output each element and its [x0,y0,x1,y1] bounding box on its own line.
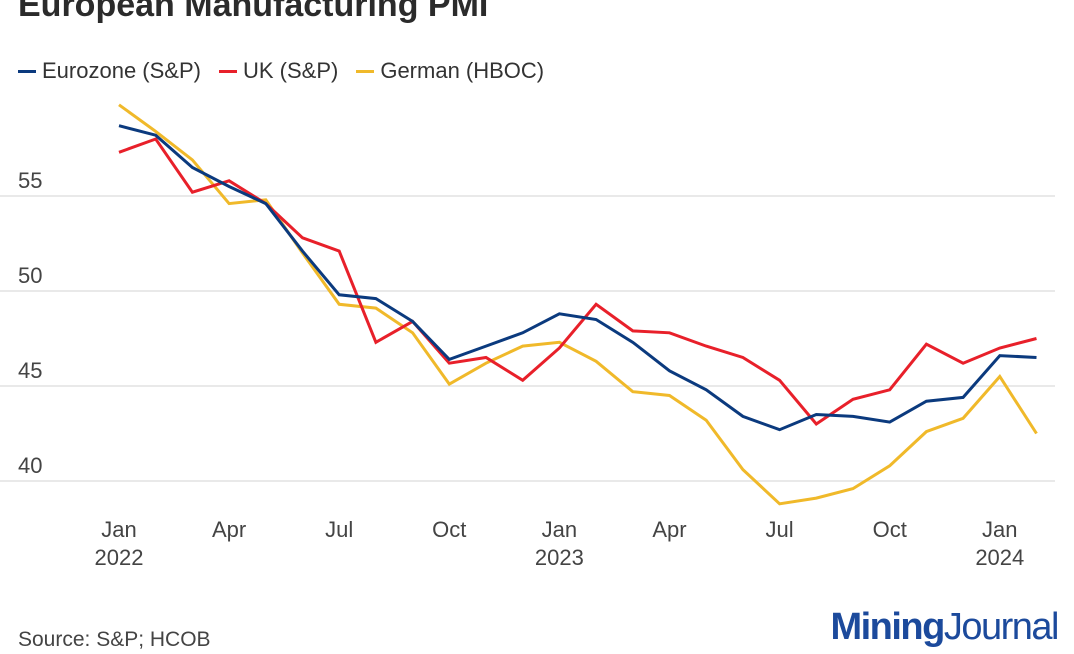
legend-label: UK (S&P) [242,58,339,83]
legend-swatch [218,69,237,73]
legend-label: Eurozone (S&P) [42,58,201,83]
mining-journal-logo: MiningJournal [830,606,1059,648]
x-tick-label: Oct [873,517,907,542]
y-tick-label: 50 [18,263,42,288]
legend-label: German (HBOC) [380,58,545,83]
x-tick-label: Oct [432,517,466,542]
x-tick-year-label: 2024 [975,545,1024,570]
x-tick-label: Jan [101,517,136,542]
y-tick-label: 55 [18,168,42,193]
x-tick-label: Jul [325,517,353,542]
legend-swatch [18,69,36,73]
legend-item-uk: UK (S&P) [218,58,339,84]
x-tick-label: Apr [652,517,686,542]
x-tick-label: Jan [982,517,1017,542]
x-tick-year-label: 2023 [535,545,584,570]
series-line-0 [118,124,1037,432]
x-tick-label: Jul [766,517,794,542]
source-note: Source: S&P; HCOB [18,628,211,651]
legend-item-eurozone: Eurozone (S&P) [18,58,201,84]
series-line-1 [118,137,1037,426]
legend: Eurozone (S&P) UK (S&P) German (HBOC) [18,58,544,84]
x-tick-label: Apr [212,517,246,542]
chart-title: European Manufacturing PMI [18,0,489,24]
legend-swatch [356,69,375,73]
x-tick-year-label: 2022 [95,545,144,570]
series-line-2 [118,103,1038,506]
y-tick-label: 45 [18,358,42,383]
x-tick-label: Jan [542,517,577,542]
y-tick-label: 40 [18,453,42,478]
legend-item-german: German (HBOC) [356,58,544,84]
